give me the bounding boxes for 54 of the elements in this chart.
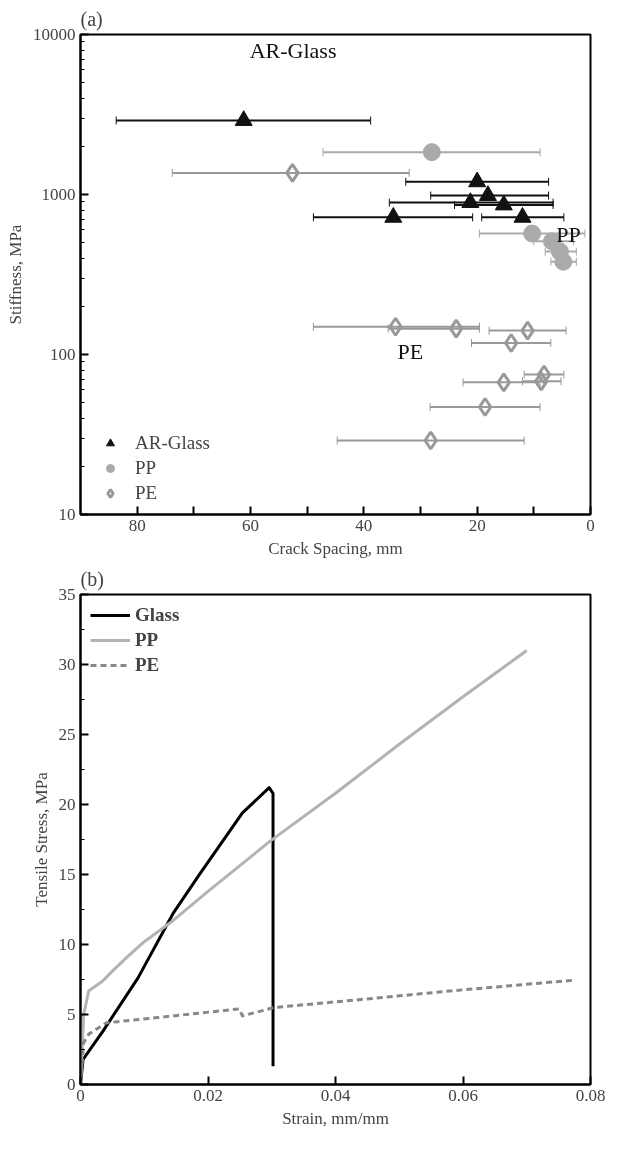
- legend-label: PE: [135, 482, 158, 504]
- y-tick-label: 10: [58, 935, 76, 954]
- point: [468, 171, 487, 188]
- y-tick-label: 10: [58, 505, 76, 524]
- point: [234, 110, 253, 126]
- x-axis-title: Crack Spacing, mm: [268, 538, 403, 558]
- x-tick-label: 0: [586, 515, 595, 535]
- y-axis-title: Tensile Stress, MPa: [31, 771, 51, 907]
- x-tick-label: 0.06: [448, 1085, 478, 1105]
- point: [461, 192, 480, 209]
- chart-title: (a): [80, 7, 103, 31]
- annotation: AR-Glass: [249, 38, 337, 64]
- legend-label: Glass: [135, 604, 180, 626]
- x-tick-label: 0.08: [575, 1085, 606, 1105]
- legend-label: PP: [135, 457, 157, 479]
- y-tick-label: 100: [50, 345, 76, 364]
- x-tick-label: 40: [355, 515, 373, 535]
- point: [513, 207, 532, 223]
- point: [388, 316, 403, 337]
- point: [285, 162, 300, 183]
- x-tick-label: 20: [468, 515, 486, 535]
- point: [494, 194, 513, 211]
- annotation: PE: [397, 339, 424, 365]
- legend-label: AR-Glass: [135, 432, 210, 454]
- chart-title: (b): [80, 567, 104, 591]
- x-tick-label: 80: [128, 515, 146, 535]
- y-tick-label: 1000: [41, 185, 76, 204]
- legend-label: PE: [135, 654, 160, 676]
- x-tick-label: 60: [242, 515, 259, 535]
- point: [477, 396, 493, 417]
- y-tick-label: 15: [58, 865, 76, 884]
- y-tick-label: 10000: [33, 25, 76, 44]
- point: [534, 371, 549, 392]
- point: [554, 252, 573, 271]
- annotation: PP: [556, 221, 581, 247]
- x-tick-label: 0.04: [320, 1085, 351, 1105]
- point: [536, 364, 552, 385]
- point: [384, 207, 403, 223]
- legend-label: PP: [135, 629, 159, 651]
- y-tick-label: 5: [67, 1005, 76, 1024]
- y-tick-label: 35: [58, 585, 76, 604]
- y-tick-label: 20: [58, 795, 76, 814]
- point: [520, 320, 535, 341]
- point: [478, 185, 497, 201]
- y-tick-label: 25: [58, 725, 76, 744]
- point: [449, 318, 464, 339]
- point: [504, 333, 519, 353]
- y-axis-title: Stiffness, MPa: [6, 224, 25, 325]
- x-axis-title: Strain, mm/mm: [282, 1108, 389, 1128]
- y-tick-label: 30: [58, 655, 76, 674]
- x-tick-label: 0.02: [193, 1085, 223, 1105]
- point: [423, 430, 438, 451]
- point: [496, 372, 511, 393]
- point: [523, 224, 542, 243]
